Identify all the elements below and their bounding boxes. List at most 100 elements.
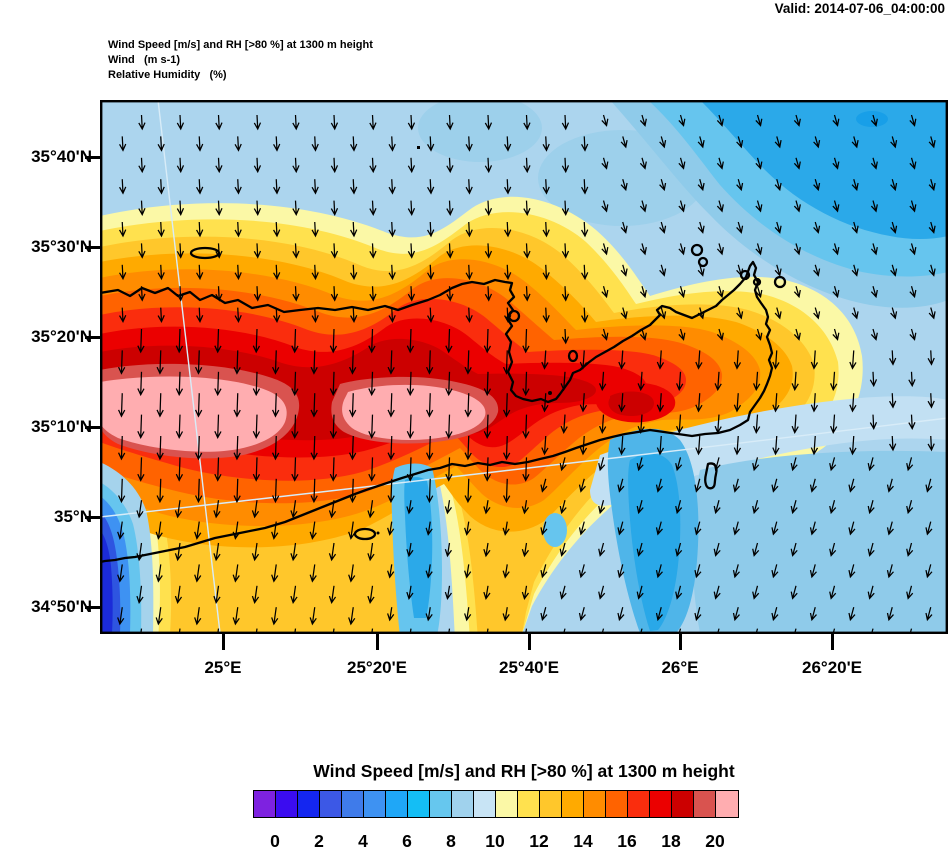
wind-arrow — [329, 414, 338, 439]
wind-arrow — [117, 393, 126, 418]
wind-arrow — [156, 350, 164, 375]
wind-arrow — [273, 264, 281, 281]
wind-arrow — [678, 286, 686, 299]
wind-arrow — [849, 350, 857, 370]
wind-arrow — [676, 371, 684, 392]
wind-arrow — [176, 200, 185, 216]
colorbar-cell — [407, 790, 431, 818]
wind-arrow — [832, 243, 840, 256]
wind-arrow — [832, 286, 840, 299]
colorbar-cell — [341, 790, 365, 818]
wind-arrow — [542, 136, 550, 152]
wind-arrow — [714, 371, 722, 392]
x-axis-label: 26°E — [661, 658, 699, 677]
wind-arrow — [174, 585, 183, 605]
wind-arrow — [425, 564, 433, 579]
wind-arrow — [253, 157, 262, 174]
wind-arrow — [813, 179, 821, 192]
wind-arrow — [541, 393, 549, 413]
wind-arrow — [196, 307, 204, 323]
valid-timestamp: Valid: 2014-07-06_04:00:00 — [774, 1, 945, 16]
wind-arrow — [559, 457, 567, 472]
wind-arrow — [659, 136, 667, 149]
wind-arrow — [753, 414, 761, 434]
wind-arrow — [870, 243, 878, 256]
wind-arrow — [406, 542, 414, 558]
wind-arrow — [697, 136, 705, 149]
wind-arrow — [813, 221, 821, 234]
wind-arrow — [713, 585, 721, 600]
wind-arrow — [484, 243, 493, 259]
wind-arrow — [157, 179, 165, 195]
colorbar-cell — [363, 790, 387, 818]
wind-arrow — [484, 157, 493, 174]
wind-arrow — [464, 393, 472, 418]
wind-arrow — [848, 521, 856, 536]
wind-arrow — [368, 371, 376, 397]
wind-arrow — [793, 114, 801, 127]
wind-arrow — [541, 350, 549, 370]
figure-titles: Wind Speed [m/s] and RH [>80 %] at 1300 … — [108, 38, 373, 83]
wind-arrow — [867, 628, 875, 633]
x-axis-tick — [528, 634, 531, 650]
wind-arrow — [465, 221, 473, 238]
wind-arrow — [790, 542, 798, 557]
wind-arrow — [174, 500, 183, 519]
wind-arrow — [214, 328, 222, 354]
wind-arrow — [367, 500, 375, 519]
colorbar-cell — [495, 790, 519, 818]
wind-arrow — [292, 114, 300, 131]
wind-arrow — [716, 286, 724, 299]
wind-arrow — [483, 328, 492, 354]
wind-arrow — [330, 286, 339, 302]
wind-arrow — [117, 564, 125, 583]
wind-arrow — [465, 307, 473, 323]
y-axis-tick — [85, 336, 101, 339]
wind-arrow — [521, 628, 530, 633]
wind-arrow — [136, 585, 144, 605]
wind-arrow — [618, 350, 626, 370]
wind-arrow — [601, 157, 609, 170]
wind-arrow — [367, 542, 375, 562]
wind-arrow — [194, 350, 203, 375]
wind-arrow — [659, 307, 667, 320]
wind-arrow — [790, 500, 798, 515]
wind-arrow — [598, 457, 606, 472]
wind-arrow — [119, 179, 127, 195]
wind-arrow — [579, 393, 588, 413]
wind-arrow — [617, 607, 625, 622]
wind-arrow — [388, 307, 396, 323]
wind-arrow — [388, 136, 396, 152]
wind-arrow — [601, 200, 609, 213]
wind-arrow — [330, 243, 339, 259]
wind-arrow — [832, 200, 840, 213]
wind-arrow — [810, 350, 819, 370]
map-frame — [99, 99, 948, 634]
wind-arrow — [483, 414, 492, 439]
wind-arrow — [636, 542, 644, 557]
wind-arrow — [716, 157, 724, 170]
wind-arrow — [829, 500, 837, 515]
wind-arrow — [427, 264, 435, 281]
wind-arrow — [829, 585, 837, 600]
wind-arrow — [369, 114, 377, 131]
wind-arrow — [252, 371, 261, 397]
wind-arrow — [252, 328, 261, 354]
wind-arrow — [752, 500, 760, 515]
wind-arrow — [350, 264, 358, 281]
x-axis-tick — [679, 634, 682, 650]
wind-arrow — [581, 264, 589, 281]
wind-arrow — [328, 500, 337, 519]
wind-arrow — [387, 435, 395, 461]
wind-arrow — [617, 521, 625, 536]
wind-arrow — [695, 393, 703, 413]
wind-arrow — [809, 478, 817, 493]
wind-arrow — [639, 157, 647, 170]
wind-arrow — [813, 136, 821, 149]
colorbar-tick-label: 6 — [402, 831, 412, 851]
wind-arrow — [176, 286, 185, 302]
wind-arrow — [175, 328, 184, 354]
wind-arrow — [350, 307, 358, 323]
wind-arrow — [578, 607, 586, 622]
wind-arrow — [620, 136, 628, 149]
